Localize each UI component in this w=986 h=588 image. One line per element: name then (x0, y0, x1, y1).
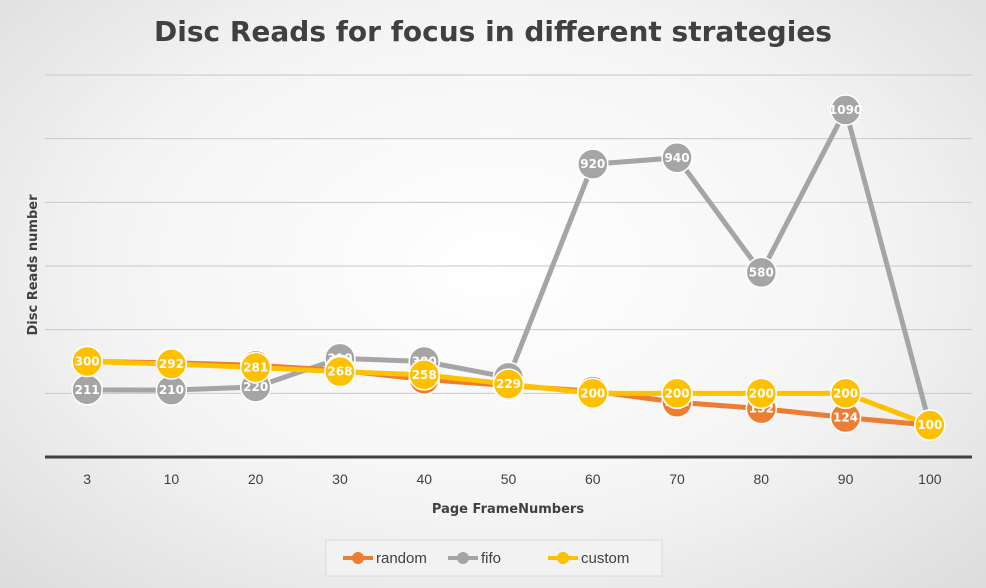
data-label-fifo: 210 (159, 383, 184, 397)
data-point-fifo (661, 142, 693, 174)
x-tick-label: 70 (669, 471, 685, 487)
legend: random fifo custom (325, 539, 663, 577)
legend-swatch-marker (457, 552, 469, 564)
data-point-custom (577, 377, 609, 410)
data-label-custom: 200 (749, 386, 774, 400)
data-label-fifo: 1090 (829, 103, 862, 117)
data-label-fifo: 580 (749, 265, 774, 279)
data-point-fifo (829, 94, 862, 126)
legend-label: custom (581, 550, 629, 567)
legend-swatch-marker (352, 552, 364, 564)
x-tick-label: 10 (164, 471, 180, 487)
data-point-custom (155, 348, 188, 380)
data-point-fifo (745, 256, 778, 289)
data-label-custom: 200 (580, 386, 605, 400)
y-axis-label: Disc Reads number (26, 194, 41, 336)
data-label-custom: 268 (327, 365, 352, 379)
data-label-fifo: 940 (665, 151, 690, 165)
data-point-fifo (577, 148, 609, 180)
data-point-custom (71, 345, 103, 378)
x-tick-label: 60 (585, 471, 601, 487)
data-point-custom (492, 368, 525, 400)
gridlines (45, 74, 972, 394)
x-tick-label: 3 (83, 471, 91, 487)
data-point-custom (239, 351, 272, 384)
data-point-custom (914, 409, 946, 441)
x-tick-label: 90 (838, 471, 854, 487)
data-label-fifo: 220 (243, 380, 268, 394)
data-label-custom: 200 (833, 386, 858, 400)
data-label-custom: 281 (243, 361, 268, 375)
data-label-fifo: 920 (580, 157, 605, 171)
data-label-custom: 258 (412, 368, 437, 382)
data-point-custom (408, 359, 440, 391)
data-point-custom (745, 377, 778, 410)
chart-title: Disc Reads for focus in different strate… (154, 15, 832, 48)
data-point-custom (661, 377, 693, 410)
legend-item-fifo: fifo (448, 550, 501, 567)
data-label-custom: 300 (75, 355, 100, 369)
x-axis-label: Page FrameNumbers (432, 502, 584, 517)
legend-label: fifo (481, 550, 501, 567)
data-label-custom: 100 (917, 418, 942, 432)
legend-item-random: random (343, 550, 427, 567)
legend-label: random (376, 550, 427, 567)
legend-box (325, 539, 663, 577)
data-point-custom (324, 355, 356, 388)
x-tick-label: 20 (248, 471, 264, 487)
data-label-random: 124 (833, 411, 858, 425)
legend-swatch-marker (557, 552, 569, 564)
data-label-custom: 229 (496, 377, 521, 391)
data-label-custom: 292 (159, 357, 184, 371)
x-tick-label: 50 (501, 471, 517, 487)
data-point-custom (829, 377, 862, 410)
x-tick-label: 80 (754, 471, 770, 487)
legend-item-custom: custom (548, 550, 629, 567)
x-tick-label: 30 (332, 471, 348, 487)
series-custom-points: 300 292 281 268 258 229 200 200 200 200 100 (71, 345, 946, 441)
x-tick-label: 40 (416, 471, 432, 487)
x-tick-label: 100 (918, 471, 942, 487)
x-tick-labels: 3 10 20 30 40 50 60 70 80 90 100 (83, 471, 942, 487)
series-layer: 2112102203103002509209405801090100300296… (71, 94, 946, 441)
data-label-custom: 200 (665, 386, 690, 400)
data-label-fifo: 211 (75, 383, 100, 397)
